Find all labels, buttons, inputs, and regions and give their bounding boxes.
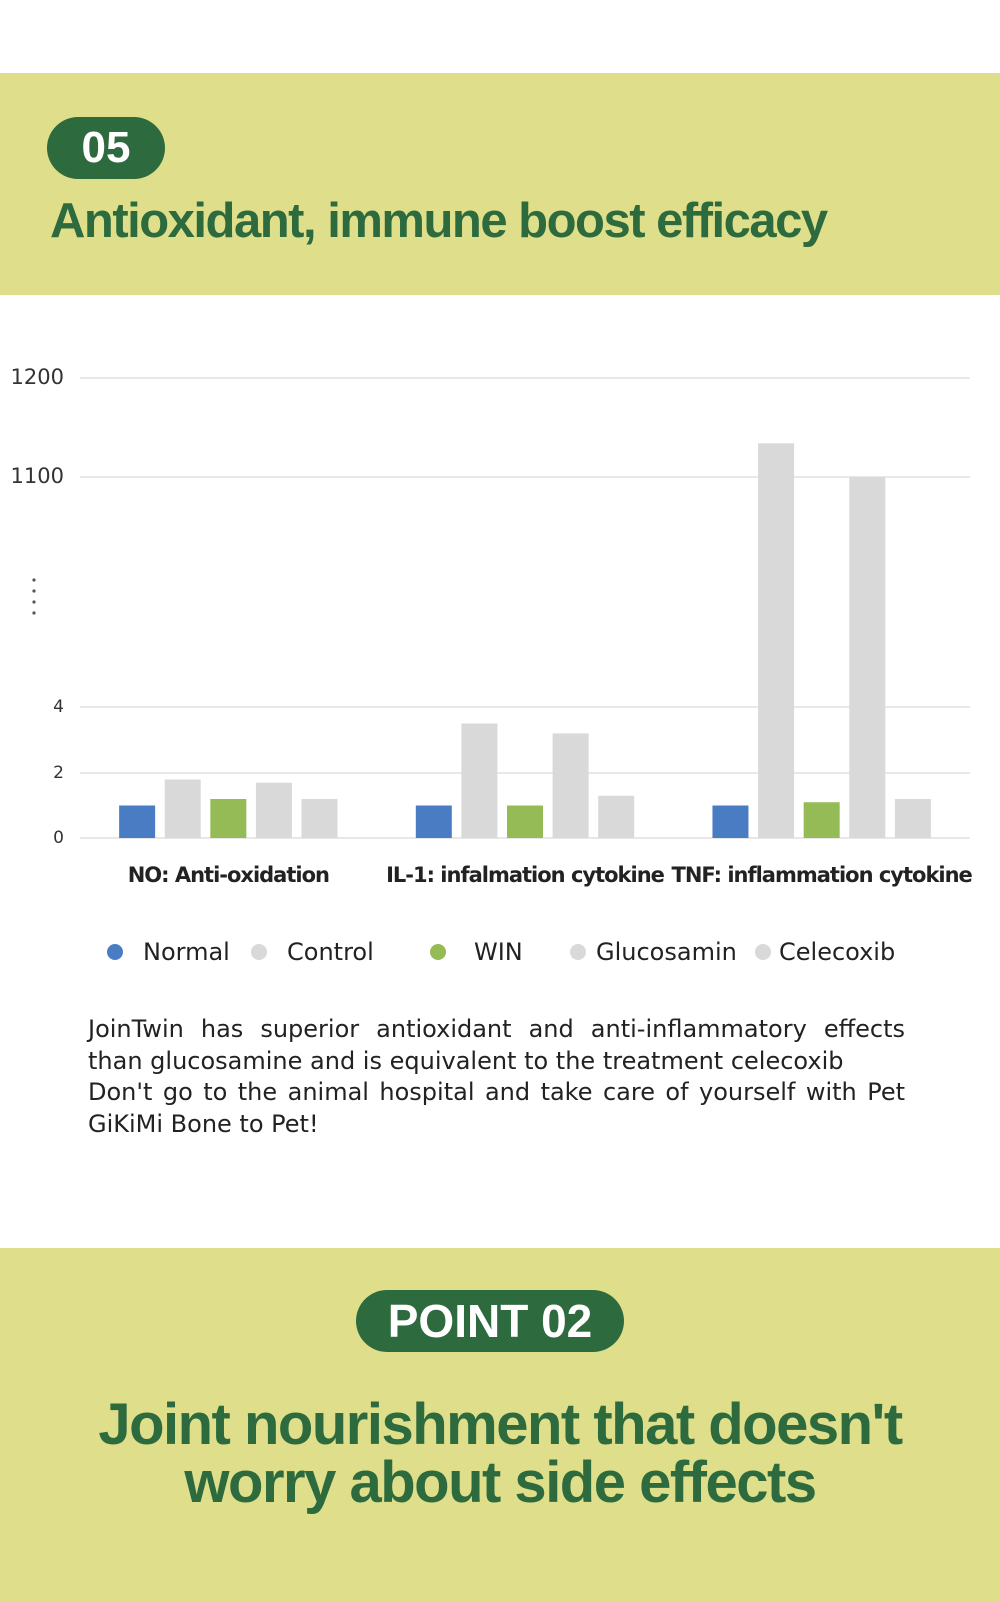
section-badge: 05: [47, 117, 165, 179]
description: JoinTwin has superior antioxidant and an…: [88, 1014, 905, 1140]
bar: [712, 805, 749, 838]
y-tick-label: 1200: [11, 365, 64, 389]
bar: [119, 805, 156, 838]
point-badge: POINT 02: [356, 1290, 624, 1352]
legend-marker: [107, 944, 123, 960]
bar: [758, 443, 795, 838]
chart: 0 2 4 1100 1200 NO: Anti-oxidation IL-1: infal…: [11, 365, 974, 966]
bar: [894, 799, 931, 838]
y-tick-label: 1100: [11, 464, 64, 488]
bar: [598, 795, 635, 838]
legend-marker: [251, 944, 267, 960]
legend-marker: [430, 944, 446, 960]
legend-label: Glucosamin: [596, 938, 737, 966]
point-title: Joint nourishment that doesn't: [98, 1392, 903, 1457]
description-text: JoinTwin has superior antioxidant and an…: [88, 1015, 905, 1075]
legend-label: WIN: [474, 938, 523, 966]
point-title: worry about side effects: [184, 1450, 817, 1515]
y-tick-label: 2: [53, 763, 64, 783]
legend-label: Control: [287, 938, 374, 966]
y-tick-label: 4: [53, 697, 64, 717]
bar: [849, 477, 886, 838]
legend-label: Celecoxib: [779, 938, 895, 966]
x-tick-label: IL-1: infalmation cytokine: [386, 863, 665, 887]
axis-break-dot: [32, 600, 36, 604]
bar: [415, 805, 452, 838]
bar: [803, 802, 840, 838]
bar: [507, 805, 543, 838]
description-text: Don't go to the animal hospital and take…: [88, 1078, 905, 1138]
header-band: 05 Antioxidant, immune boost efficacy: [0, 73, 1000, 295]
axis-break-dot: [32, 578, 36, 582]
x-tick-label: TNF: inflammation cytokine: [672, 863, 973, 887]
x-tick-label: NO: Anti-oxidation: [128, 863, 329, 887]
bar: [164, 779, 201, 838]
bar: [255, 782, 292, 838]
point-band: POINT 02 Joint nourishment that doesn't …: [0, 1248, 1000, 1602]
legend-marker: [755, 944, 771, 960]
bar: [552, 733, 589, 838]
bar: [210, 799, 247, 838]
bar: [461, 723, 498, 838]
legend-marker: [570, 944, 586, 960]
axis-break-dot: [32, 611, 36, 615]
axis-break-dot: [32, 589, 36, 593]
bar: [301, 799, 338, 838]
section-title: Antioxidant, immune boost efficacy: [50, 194, 828, 248]
y-tick-label: 0: [53, 828, 64, 848]
legend-label: Normal: [143, 938, 230, 966]
